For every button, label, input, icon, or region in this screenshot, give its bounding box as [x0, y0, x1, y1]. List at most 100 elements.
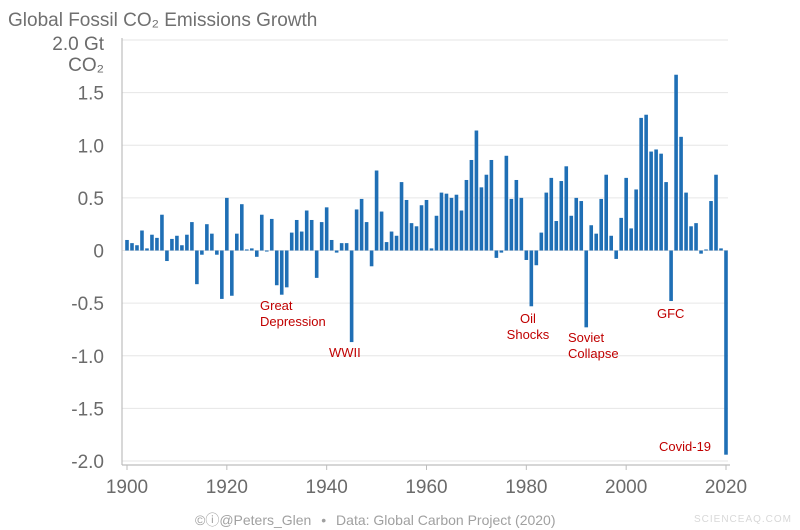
bar-1966 [454, 194, 459, 251]
bar-1920 [225, 197, 229, 251]
bar-1956 [404, 199, 409, 251]
annotation-1992: Soviet Collapse [568, 330, 619, 361]
bar-2004 [644, 114, 648, 251]
bar-1925 [249, 248, 254, 251]
bar-1934 [294, 219, 299, 251]
y-tick-label: -1.0 [71, 347, 104, 368]
bar-2019 [719, 248, 723, 251]
footer-separator: • [321, 512, 326, 528]
y-axis-label-line2: CO₂ [68, 55, 104, 76]
bar-2008 [664, 182, 668, 251]
annotation-line: Soviet [568, 330, 605, 345]
bar-1923 [240, 204, 244, 251]
bar-1986 [554, 221, 559, 251]
bar-1919 [220, 250, 224, 299]
bar-1940 [324, 207, 329, 251]
bar-1973 [489, 159, 494, 251]
bar-1989 [569, 215, 574, 251]
annotation-2009: GFC [657, 306, 684, 321]
bar-1955 [399, 182, 404, 251]
bar-1970 [474, 130, 479, 251]
bar-1949 [369, 250, 374, 267]
bar-1905 [150, 234, 154, 251]
bar-1995 [599, 198, 604, 251]
bar-1911 [180, 245, 184, 251]
chart-title: Global Fossil CO₂ Emissions Growth [8, 10, 317, 31]
annotation-1945: WWII [329, 345, 361, 360]
annotation-line: Covid-19 [659, 439, 711, 454]
bar-1984 [544, 192, 549, 251]
bar-1971 [479, 187, 484, 251]
annotation-line: Depression [260, 314, 326, 329]
bar-1914 [195, 250, 199, 285]
annotation-line: Great [260, 298, 293, 313]
y-tick-label: 1.5 [78, 84, 104, 105]
bar-1994 [594, 233, 599, 251]
bar-1937 [309, 219, 314, 251]
bar-1935 [299, 231, 304, 251]
bar-1950 [374, 170, 379, 251]
bar-1983 [539, 232, 544, 251]
bar-1976 [504, 155, 509, 251]
y-axis-label-line1: 2.0 Gt [52, 34, 104, 55]
bar-2001 [629, 228, 633, 251]
bar-1982 [534, 250, 539, 266]
bar-1975 [499, 250, 504, 253]
bar-1939 [319, 222, 324, 251]
bar-1902 [135, 245, 139, 251]
x-tick-label: 1920 [206, 477, 248, 498]
bar-1972 [484, 174, 489, 251]
bar-1938 [314, 250, 319, 278]
bar-1924 [245, 249, 249, 251]
bar-1969 [469, 159, 474, 251]
bar-1913 [190, 222, 194, 251]
bar-1958 [414, 226, 419, 251]
bar-1968 [464, 179, 469, 251]
y-tick-label: -2.0 [71, 452, 104, 473]
bar-2015 [699, 250, 703, 254]
bar-1999 [619, 217, 623, 251]
bar-2020 [724, 250, 728, 455]
bar-2005 [649, 151, 653, 251]
bar-1979 [519, 197, 524, 251]
bar-2011 [679, 136, 683, 251]
bar-1977 [509, 198, 514, 251]
bar-1906 [155, 237, 159, 251]
bar-1903 [140, 230, 144, 251]
bar-2007 [659, 153, 663, 251]
bar-1959 [419, 205, 424, 251]
bar-1981 [529, 250, 534, 307]
x-tick-label: 2000 [605, 477, 647, 498]
bar-1908 [165, 250, 169, 262]
bar-1930 [274, 250, 279, 286]
bar-1992 [584, 250, 589, 328]
y-tick-label: 0.5 [78, 189, 104, 210]
bar-1941 [329, 239, 334, 251]
bar-1947 [359, 198, 364, 251]
annotation-line: Oil [520, 311, 536, 326]
bar-1915 [200, 250, 204, 255]
x-tick-label: 2020 [705, 477, 747, 498]
bar-1964 [444, 193, 449, 251]
bar-1963 [439, 192, 444, 251]
bar-1910 [175, 235, 179, 251]
bar-1916 [205, 224, 209, 251]
bar-1918 [215, 250, 219, 255]
bar-1948 [364, 222, 369, 251]
bar-1942 [334, 250, 339, 253]
bar-1961 [429, 248, 434, 251]
bar-1996 [604, 174, 608, 251]
bar-1943 [339, 243, 344, 251]
bar-2013 [689, 226, 693, 251]
bar-1927 [259, 214, 264, 251]
bar-1900 [125, 239, 129, 251]
bar-2018 [714, 174, 718, 251]
bar-1990 [574, 197, 579, 251]
annotation-1981: Oil Shocks [507, 311, 550, 342]
bar-1926 [254, 250, 259, 257]
bar-1998 [614, 250, 618, 259]
bar-1931 [279, 250, 284, 295]
bar-1936 [304, 210, 309, 251]
bar-1993 [589, 225, 594, 251]
